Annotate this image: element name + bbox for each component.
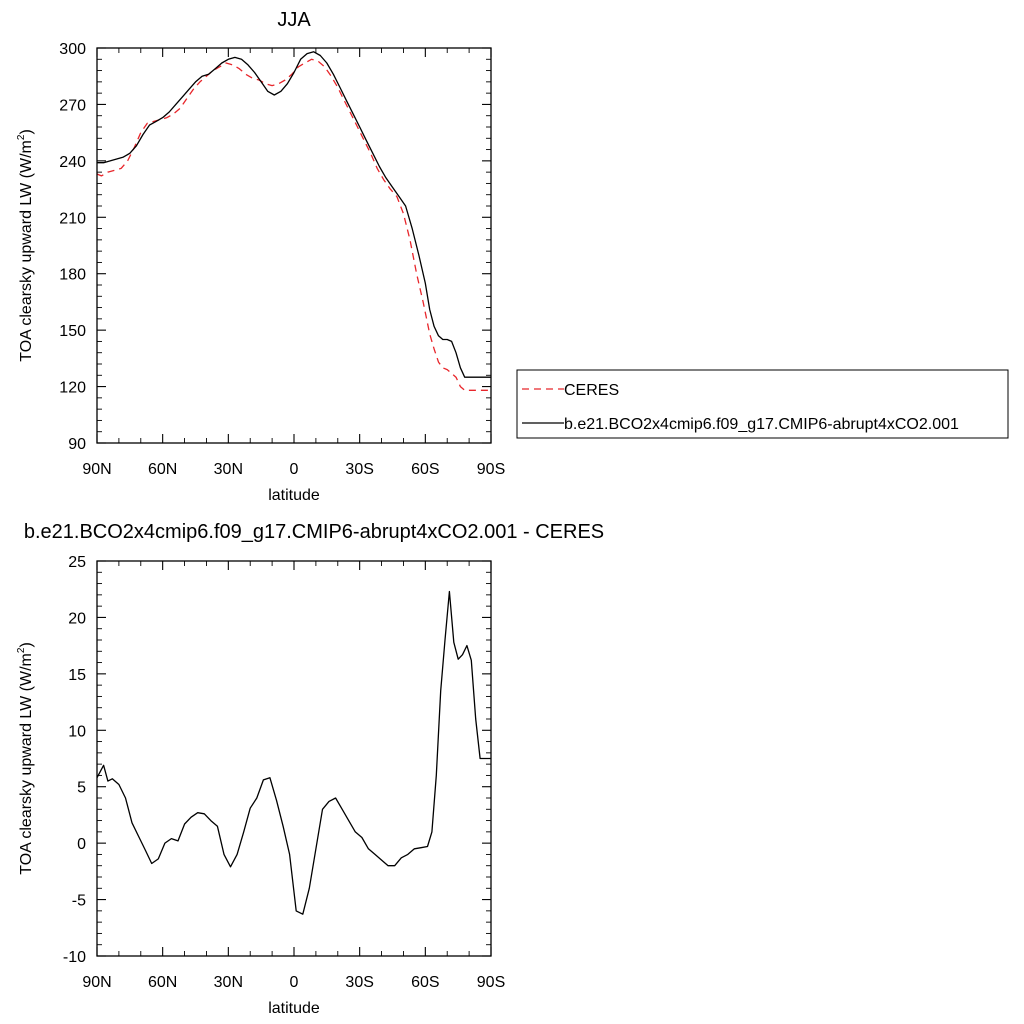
top-panel: JJA 90N 60N 30N 0 30S 60S 90S 90 120 150 180 210 240…: [16, 9, 505, 504]
x-tick-label: 30N: [214, 461, 243, 478]
top-y-axis-label-sup: 2: [16, 134, 27, 140]
y-tick-label: -10: [63, 949, 86, 966]
top-plot-frame: [96, 47, 492, 444]
bottom-axis-ticks: 90N 60N 30N 0 30S 60S 90S -10 -5 0 5 10 15 20 25: [63, 554, 505, 991]
x-tick-label: 60S: [411, 461, 439, 478]
y-tick-label: 15: [68, 667, 86, 684]
x-tick-label: 90S: [477, 974, 505, 991]
x-tick-label: 60S: [411, 974, 439, 991]
model-series-line: [97, 51, 491, 378]
y-tick-label: 150: [59, 323, 86, 340]
y-tick-label: 5: [77, 780, 86, 797]
ceres-series-line: [96, 58, 491, 391]
bottom-panel: b.e21.BCO2x4cmip6.f09_g17.CMIP6-abrupt4x…: [16, 521, 604, 1017]
y-tick-label: 300: [59, 41, 86, 58]
bottom-y-axis-label-main: TOA clearsky upward LW (W/m: [18, 653, 35, 875]
top-y-axis-label-main: TOA clearsky upward LW (W/m: [18, 140, 35, 362]
x-tick-label: 0: [290, 461, 299, 478]
bottom-y-axis-label-sup: 2: [16, 647, 27, 653]
y-tick-label: 180: [59, 267, 86, 284]
bottom-y-axis-label: TOA clearsky upward LW (W/m2): [16, 642, 35, 875]
top-y-axis-label-close: ): [18, 129, 35, 134]
legend-label-model: b.e21.BCO2x4cmip6.f09_g17.CMIP6-abrupt4x…: [564, 416, 959, 433]
top-x-axis-label: latitude: [268, 487, 320, 504]
top-y-axis-label: TOA clearsky upward LW (W/m2): [16, 129, 35, 362]
y-tick-label: -5: [72, 893, 86, 910]
y-tick-label: 240: [59, 154, 86, 171]
y-tick-label: 20: [68, 610, 86, 627]
x-tick-label: 30S: [345, 461, 373, 478]
difference-series-line: [96, 590, 491, 915]
y-tick-label: 25: [68, 554, 86, 571]
y-tick-label: 270: [59, 97, 86, 114]
legend-box: [516, 369, 1009, 439]
y-tick-label: 10: [68, 723, 86, 740]
top-series-group: [96, 51, 491, 391]
bottom-y-axis-label-close: ): [18, 642, 35, 647]
y-tick-label: 0: [77, 836, 86, 853]
y-tick-label: 210: [59, 210, 86, 227]
bottom-plot-frame: [96, 560, 492, 957]
legend: CERES b.e21.BCO2x4cmip6.f09_g17.CMIP6-ab…: [516, 369, 1009, 439]
y-tick-label: 120: [59, 380, 86, 397]
x-tick-label: 90S: [477, 461, 505, 478]
bottom-chart-title: b.e21.BCO2x4cmip6.f09_g17.CMIP6-abrupt4x…: [24, 521, 604, 543]
bottom-x-axis-label: latitude: [268, 1000, 320, 1017]
legend-label-ceres: CERES: [564, 382, 619, 399]
y-tick-label: 90: [68, 436, 86, 453]
x-tick-label: 30S: [345, 974, 373, 991]
bottom-series-group: [96, 590, 491, 915]
top-chart-title: JJA: [277, 9, 311, 31]
x-tick-label: 90N: [82, 461, 111, 478]
x-tick-label: 60N: [148, 974, 177, 991]
top-axis-ticks: 90N 60N 30N 0 30S 60S 90S 90 120 150 180 210 240 270 3…: [59, 41, 505, 478]
x-tick-label: 60N: [148, 461, 177, 478]
x-tick-label: 90N: [82, 974, 111, 991]
x-tick-label: 30N: [214, 974, 243, 991]
x-tick-label: 0: [290, 974, 299, 991]
